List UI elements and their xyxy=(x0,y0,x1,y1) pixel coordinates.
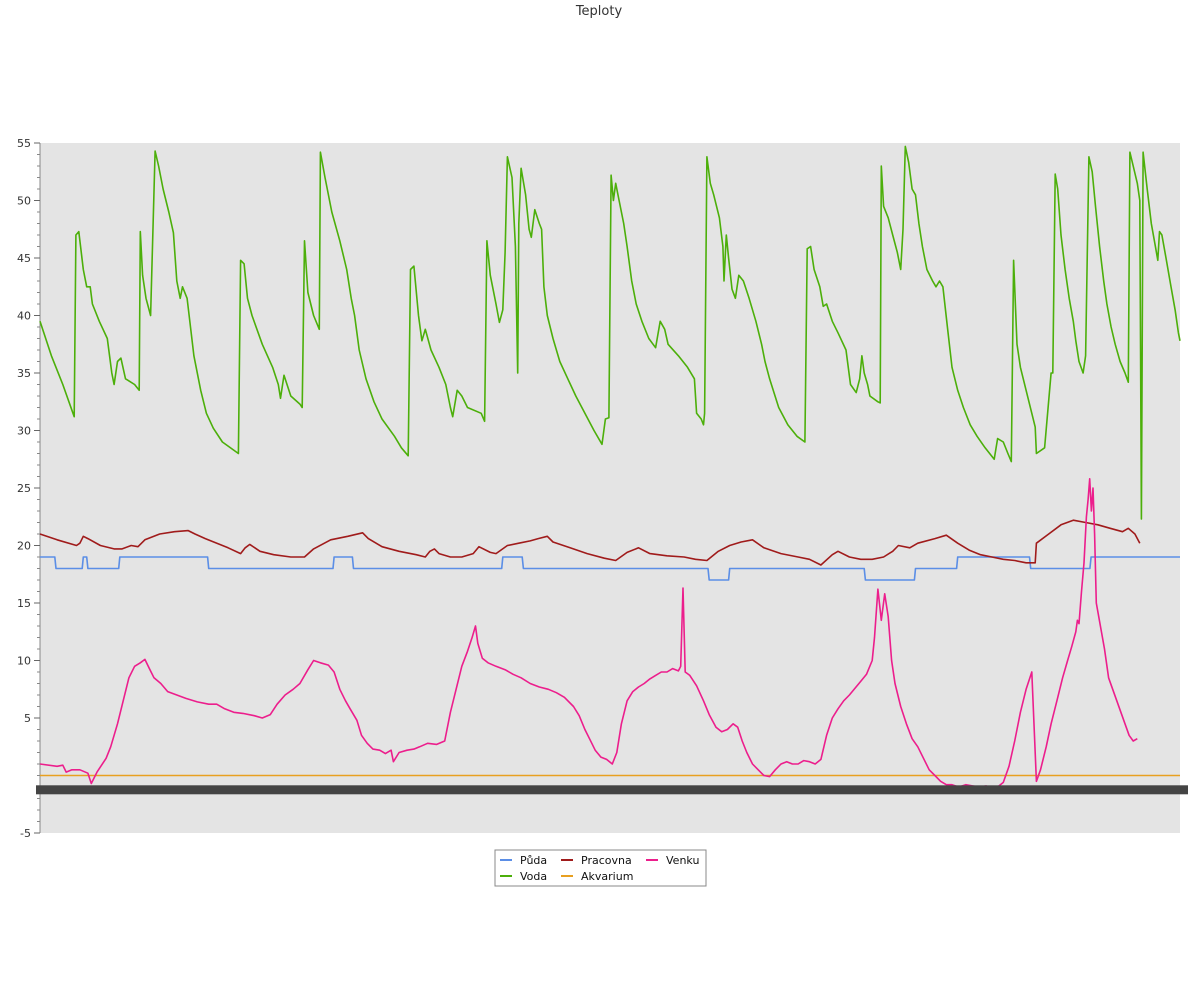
y-tick-label: 30 xyxy=(17,425,31,438)
y-tick-label: 25 xyxy=(17,482,31,495)
legend-label: Půda xyxy=(520,854,547,867)
legend-label: Akvarium xyxy=(581,870,633,883)
legend-box xyxy=(494,849,707,887)
y-tick-label: 40 xyxy=(17,310,31,323)
y-tick-label: 35 xyxy=(17,367,31,380)
y-tick-label: 10 xyxy=(17,655,31,668)
y-tick-label: 20 xyxy=(17,540,31,553)
y-axis: -5 5 10 15 20 25 30 35 40 45 50 55 xyxy=(17,137,41,840)
legend-label: Venku xyxy=(666,854,699,867)
y-tick-label: 55 xyxy=(17,137,31,150)
y-tick-label: 5 xyxy=(24,712,31,725)
series-line-půda xyxy=(40,556,1180,581)
series-line-venku xyxy=(39,478,1138,791)
chart-title: Teploty xyxy=(575,4,623,19)
legend: Půda Pracovna Venku Voda Akvarium xyxy=(494,849,707,887)
y-tick-label: 50 xyxy=(17,195,31,208)
y-tick-label: -5 xyxy=(20,827,31,840)
x-axis xyxy=(36,785,1188,795)
series-layer xyxy=(39,145,1181,791)
series-line-voda xyxy=(39,145,1181,520)
y-tick-label: 15 xyxy=(17,597,31,610)
legend-label: Voda xyxy=(520,870,547,883)
x-tick-label-band xyxy=(36,785,1188,795)
y-tick-label: 45 xyxy=(17,252,31,265)
legend-label: Pracovna xyxy=(581,854,632,867)
series-line-pracovna xyxy=(39,519,1141,566)
